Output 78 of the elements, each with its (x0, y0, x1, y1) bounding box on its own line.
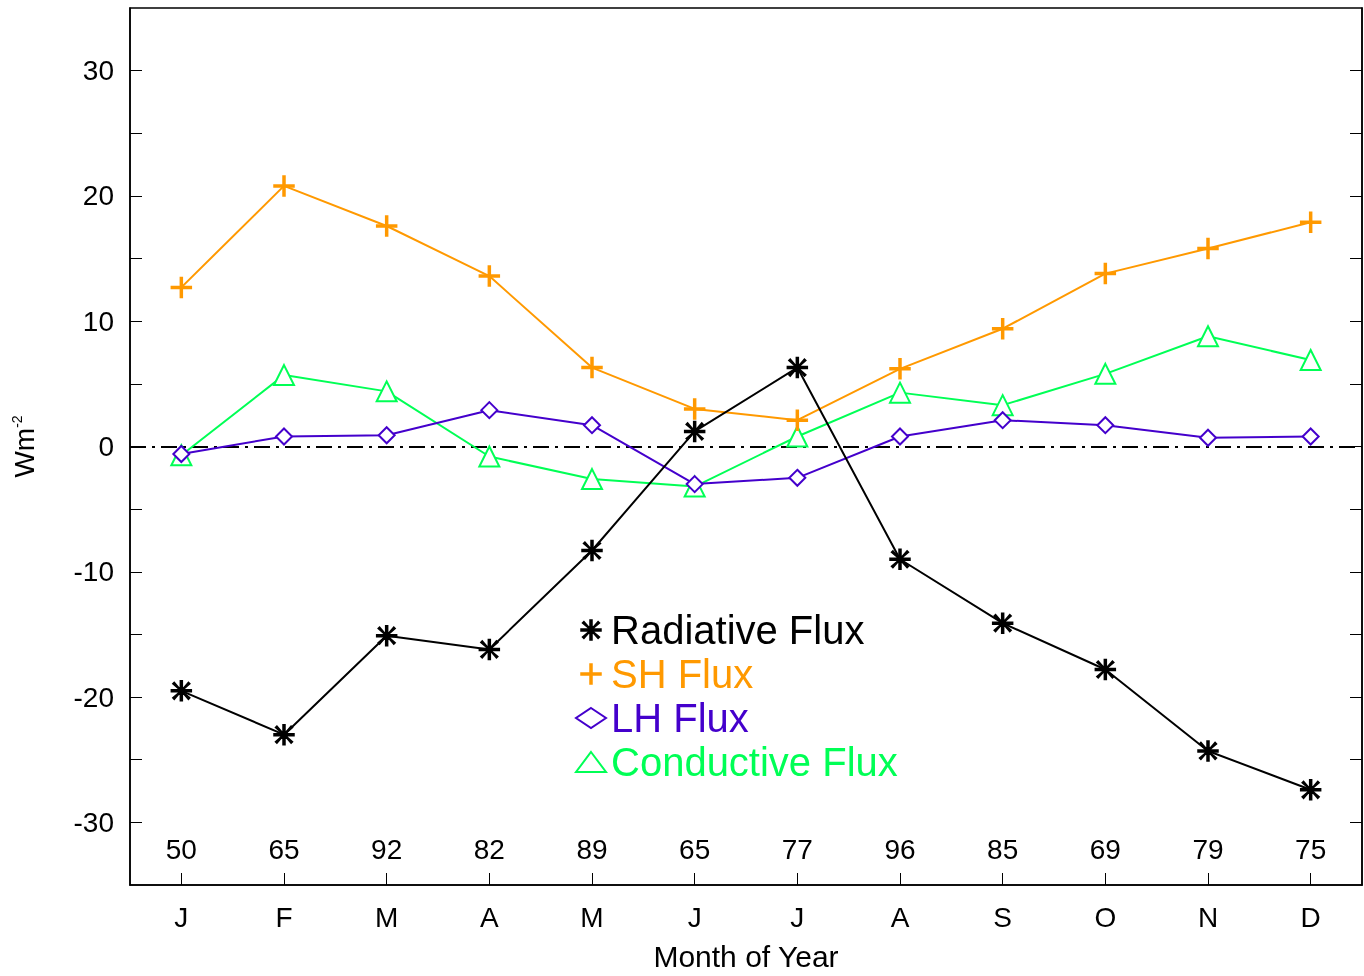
point (273, 175, 295, 197)
legend-label: Radiative Flux (611, 608, 865, 652)
y-tick-label: 10 (82, 305, 114, 337)
point (786, 409, 809, 431)
point (170, 680, 193, 702)
point (991, 394, 1014, 417)
y-tick-label: -20 (73, 681, 114, 713)
legend-label: SH Flux (611, 652, 754, 696)
point (478, 638, 501, 661)
y-tick-label: -10 (73, 556, 114, 588)
x-tick-label: M (580, 901, 604, 933)
y-tick-label: 0 (98, 431, 114, 462)
y-tick-label: -30 (73, 806, 114, 838)
point (1301, 427, 1320, 446)
point (478, 445, 501, 468)
x-tick-label: J (687, 901, 702, 933)
x-tick-label: D (1300, 901, 1321, 933)
point (683, 420, 706, 443)
point (1096, 416, 1115, 435)
x-tick-label: J (790, 901, 805, 933)
legend-label: LH Flux (611, 696, 749, 740)
annotation: 89 (576, 834, 608, 866)
point (1197, 237, 1219, 260)
annotation: 65 (268, 834, 300, 866)
x-tick-label: A (479, 901, 499, 933)
x-tick-label: N (1197, 901, 1219, 933)
point (1199, 428, 1217, 447)
point (581, 356, 603, 379)
point (889, 381, 911, 404)
point (375, 380, 398, 403)
point (788, 468, 807, 487)
y-axis-title: Wm-2 (8, 415, 40, 478)
point (377, 426, 396, 445)
y-tick-label: 30 (82, 55, 114, 87)
x-tick-label: A (890, 901, 910, 933)
annotation: 75 (1295, 834, 1327, 866)
annotation: 50 (165, 834, 197, 866)
point (581, 468, 603, 491)
point (786, 425, 809, 448)
point (480, 401, 499, 420)
point (1094, 362, 1117, 385)
annotation: 92 (371, 834, 403, 866)
x-tick-label: F (275, 901, 293, 933)
point (889, 358, 911, 380)
annotation: 69 (1089, 834, 1121, 866)
point (1197, 740, 1219, 762)
point (1094, 658, 1117, 681)
point (273, 364, 295, 387)
annotation: 85 (987, 834, 1019, 866)
point (1299, 779, 1322, 801)
point (275, 427, 293, 446)
point (478, 265, 501, 287)
point (583, 416, 601, 435)
annotation: 96 (884, 834, 916, 866)
annotation: 77 (781, 834, 813, 866)
y-tick-label: 20 (82, 180, 114, 212)
point (889, 548, 911, 571)
annotation: 82 (473, 834, 505, 866)
point (1299, 211, 1322, 233)
x-tick-label: J (174, 901, 189, 933)
point (993, 411, 1012, 430)
x-tick-label: S (993, 901, 1013, 933)
x-axis-title: Month of Year (653, 939, 839, 973)
x-tick-label: O (1094, 901, 1117, 933)
point (273, 723, 295, 746)
legend-label: Conductive Flux (611, 740, 898, 784)
point (375, 624, 398, 647)
point (786, 356, 809, 379)
x-tick-label: M (375, 901, 399, 933)
point (683, 398, 706, 420)
point (581, 539, 603, 562)
point (375, 215, 398, 237)
annotation: 65 (679, 834, 711, 866)
point (991, 612, 1014, 634)
annotation: 79 (1192, 834, 1224, 866)
point (1299, 349, 1322, 372)
point (1197, 325, 1219, 348)
point (891, 427, 909, 446)
